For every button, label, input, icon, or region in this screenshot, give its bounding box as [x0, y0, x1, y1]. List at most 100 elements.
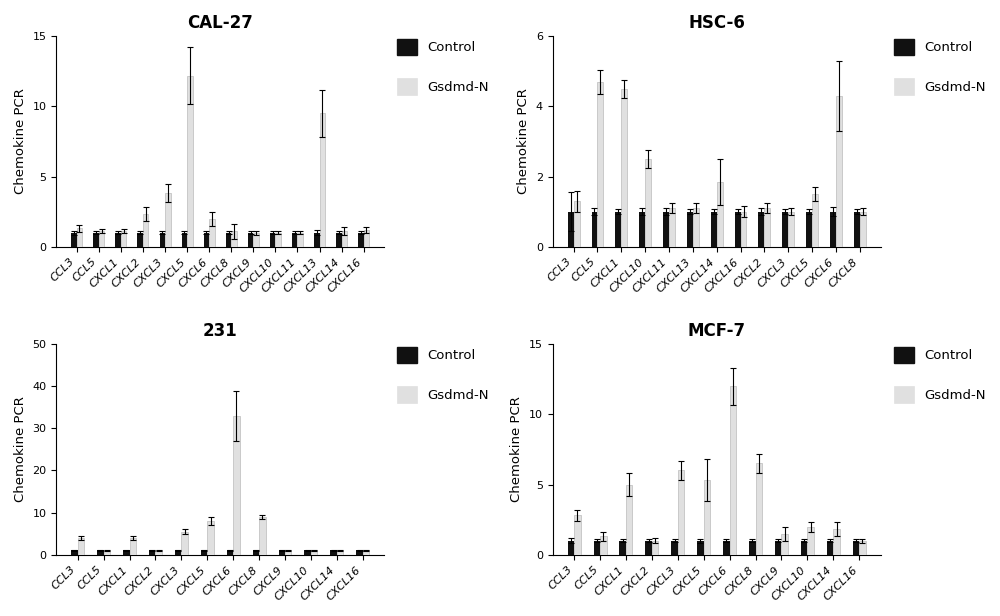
Bar: [304, 551, 311, 554]
Bar: [227, 551, 233, 554]
Bar: [182, 233, 187, 246]
Bar: [741, 211, 746, 246]
Bar: [175, 551, 181, 554]
Bar: [201, 551, 207, 554]
Bar: [336, 233, 342, 246]
Bar: [253, 233, 259, 246]
Bar: [639, 211, 645, 246]
Bar: [248, 233, 253, 246]
Bar: [859, 541, 866, 554]
Bar: [788, 211, 794, 246]
Bar: [356, 551, 363, 554]
Bar: [619, 541, 626, 554]
Bar: [833, 529, 840, 554]
Bar: [363, 551, 369, 554]
Bar: [687, 211, 693, 246]
Bar: [574, 201, 580, 246]
Bar: [104, 551, 110, 554]
Bar: [756, 463, 762, 554]
Bar: [735, 211, 741, 246]
Bar: [160, 233, 165, 246]
Legend: Control, Gsdmd-N: Control, Gsdmd-N: [397, 347, 489, 402]
Bar: [97, 551, 104, 554]
Legend: Control, Gsdmd-N: Control, Gsdmd-N: [397, 39, 489, 94]
Bar: [149, 551, 155, 554]
Bar: [806, 211, 812, 246]
Bar: [594, 541, 600, 554]
Title: MCF-7: MCF-7: [688, 322, 746, 340]
Bar: [115, 233, 121, 246]
Bar: [123, 551, 130, 554]
Bar: [854, 211, 860, 246]
Bar: [671, 541, 678, 554]
Y-axis label: Chemokine PCR: Chemokine PCR: [510, 397, 523, 503]
Bar: [330, 551, 337, 554]
Bar: [71, 233, 77, 246]
Bar: [568, 211, 574, 246]
Bar: [723, 541, 730, 554]
Bar: [233, 416, 240, 554]
Bar: [137, 233, 143, 246]
Bar: [209, 219, 215, 246]
Bar: [574, 516, 581, 554]
Bar: [764, 208, 770, 246]
Bar: [645, 541, 652, 554]
Bar: [253, 551, 259, 554]
Bar: [568, 541, 574, 554]
Bar: [204, 233, 209, 246]
Bar: [121, 231, 126, 246]
Bar: [592, 211, 597, 246]
Bar: [99, 231, 104, 246]
Bar: [337, 551, 343, 554]
Bar: [652, 541, 658, 554]
Title: CAL-27: CAL-27: [187, 14, 253, 32]
Bar: [358, 233, 364, 246]
Bar: [181, 532, 188, 554]
Bar: [364, 230, 369, 246]
Bar: [717, 182, 723, 246]
Bar: [730, 386, 736, 554]
Bar: [615, 211, 621, 246]
Bar: [693, 208, 699, 246]
Bar: [836, 96, 842, 246]
Bar: [78, 538, 84, 554]
Bar: [830, 211, 836, 246]
Bar: [678, 471, 684, 554]
Bar: [342, 231, 347, 246]
Bar: [226, 233, 231, 246]
Bar: [275, 233, 281, 246]
Title: 231: 231: [203, 322, 238, 340]
Bar: [812, 194, 818, 246]
Bar: [130, 538, 136, 554]
Bar: [801, 541, 807, 554]
Title: HSC-6: HSC-6: [688, 14, 745, 32]
Legend: Control, Gsdmd-N: Control, Gsdmd-N: [894, 347, 986, 402]
Bar: [311, 551, 317, 554]
Bar: [827, 541, 833, 554]
Y-axis label: Chemokine PCR: Chemokine PCR: [517, 89, 530, 195]
Bar: [231, 231, 237, 246]
Bar: [93, 233, 99, 246]
Bar: [314, 233, 320, 246]
Bar: [270, 233, 275, 246]
Bar: [749, 541, 756, 554]
Bar: [775, 541, 781, 554]
Bar: [669, 208, 675, 246]
Bar: [297, 233, 303, 246]
Bar: [77, 229, 82, 246]
Bar: [853, 541, 859, 554]
Y-axis label: Chemokine PCR: Chemokine PCR: [14, 397, 27, 503]
Bar: [165, 193, 171, 246]
Bar: [292, 233, 297, 246]
Bar: [704, 480, 710, 554]
Bar: [320, 113, 325, 246]
Bar: [143, 214, 148, 246]
Bar: [711, 211, 717, 246]
Bar: [860, 211, 866, 246]
Bar: [782, 211, 788, 246]
Bar: [597, 82, 603, 246]
Bar: [626, 485, 632, 554]
Bar: [697, 541, 704, 554]
Bar: [781, 533, 788, 554]
Bar: [645, 159, 651, 246]
